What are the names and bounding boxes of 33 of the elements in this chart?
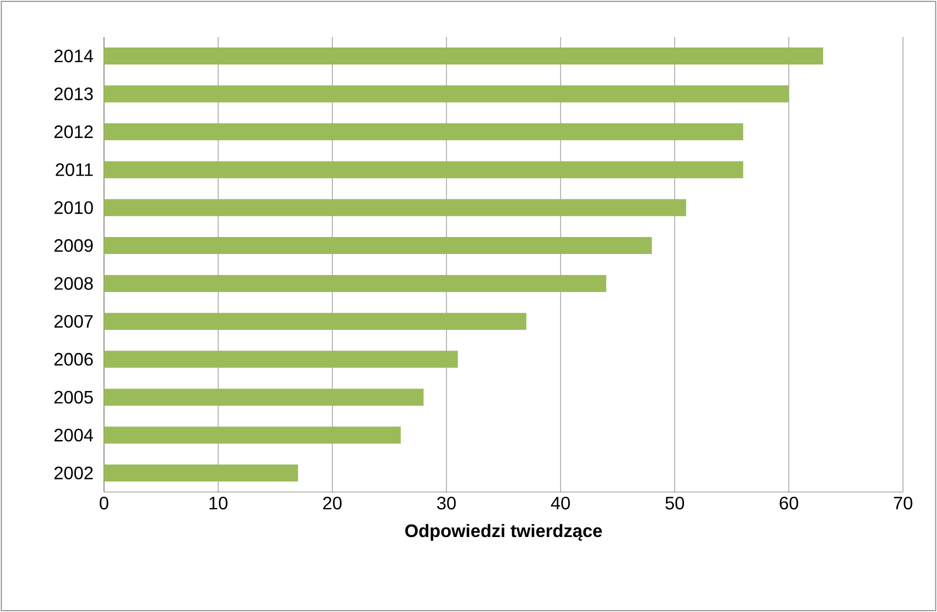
y-tick-label: 2005	[54, 390, 93, 404]
x-tick-label: 50	[665, 496, 684, 510]
y-tick-label: 2010	[54, 201, 93, 214]
y-tick-label: 2006	[54, 352, 93, 366]
x-tick-label: 60	[780, 496, 798, 510]
y-tick-label: 2004	[54, 428, 94, 442]
x-tick-label: 30	[437, 496, 456, 510]
bar	[104, 350, 458, 368]
bar	[104, 274, 606, 292]
bar	[104, 388, 424, 406]
x-tick-label: 40	[550, 496, 570, 510]
bar	[104, 464, 298, 482]
bar	[104, 237, 652, 254]
y-tick-label: 2008	[54, 277, 93, 290]
bar	[104, 199, 686, 216]
bar	[104, 312, 526, 330]
x-tick-label: 20	[323, 496, 342, 510]
y-tick-label: 2013	[54, 88, 93, 100]
bar	[104, 85, 789, 102]
y-tick-label: 2002	[54, 466, 93, 480]
y-tick-label: 2011	[56, 163, 93, 176]
y-tick-label: 2012	[54, 125, 93, 138]
x-tick-label: 0	[100, 496, 108, 510]
x-axis-title: Odpowiedzi twierdzące	[405, 524, 602, 541]
bar	[104, 426, 401, 444]
x-tick-label: 70	[894, 496, 912, 510]
y-tick-label: 2014	[54, 50, 94, 62]
bar	[104, 161, 744, 178]
y-tick-label: 2007	[54, 315, 93, 328]
x-tick-label: 10	[210, 496, 228, 510]
bar	[104, 123, 744, 140]
bar	[104, 47, 824, 64]
y-tick-label: 2009	[54, 239, 93, 252]
